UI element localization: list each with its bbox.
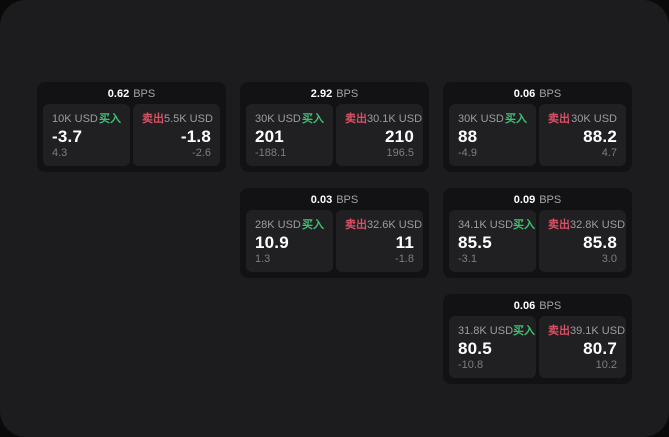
sell-price: 210	[385, 126, 414, 146]
buy-price: -3.7	[52, 126, 83, 146]
sell-sub-value: 4.7	[601, 147, 617, 159]
buy-price: 201	[255, 126, 284, 146]
sell-notional: 39.1K USD	[570, 325, 626, 337]
sell-notional: 30.1K USD	[367, 113, 423, 125]
bps-value: 0.62	[107, 88, 130, 100]
bps-header: 0.06 BPS	[449, 86, 626, 102]
quote-card: 0.03 BPS 28K USD 买入 10.9 1.3 卖出	[240, 188, 429, 278]
buy-sell-panels: 10K USD 买入 -3.7 4.3 卖出 5.5K USD -1.8 -2.…	[43, 104, 220, 166]
bps-header: 0.06 BPS	[449, 298, 626, 314]
sell-sub-value: 3.0	[601, 253, 617, 265]
bps-header: 0.03 BPS	[246, 192, 423, 208]
sell-price: 11	[395, 232, 414, 252]
sell-price: -1.8	[180, 126, 211, 146]
buy-tag[interactable]: 买入	[505, 113, 527, 125]
sell-panel[interactable]: 卖出 32.8K USD 85.8 3.0	[539, 210, 626, 272]
bps-value: 2.92	[310, 88, 333, 100]
buy-price: 88	[458, 126, 478, 146]
sell-panel[interactable]: 卖出 5.5K USD -1.8 -2.6	[133, 104, 220, 166]
bps-header: 2.92 BPS	[246, 86, 423, 102]
buy-sub-value: 1.3	[255, 253, 271, 265]
buy-sub-value: -3.1	[458, 253, 477, 265]
buy-tag[interactable]: 买入	[513, 219, 536, 231]
buy-sell-panels: 34.1K USD 买入 85.5 -3.1 卖出 32.8K USD 85.8…	[449, 210, 626, 272]
buy-notional: 10K USD	[52, 113, 98, 125]
buy-sell-panels: 30K USD 买入 88 -4.9 卖出 30K USD 88.2 4.7	[449, 104, 626, 166]
buy-sell-panels: 28K USD 买入 10.9 1.3 卖出 32.6K USD 11 -1.8	[246, 210, 423, 272]
bps-unit-label: BPS	[539, 194, 562, 206]
sell-tag[interactable]: 卖出	[345, 113, 367, 125]
buy-panel[interactable]: 31.8K USD 买入 80.5 -10.8	[449, 316, 536, 378]
buy-notional: 30K USD	[255, 113, 301, 125]
sell-sub-value: -2.6	[192, 147, 211, 159]
buy-sub-value: -10.8	[458, 359, 484, 371]
bps-header: 0.09 BPS	[449, 192, 626, 208]
sell-tag[interactable]: 卖出	[548, 113, 570, 125]
sell-panel[interactable]: 卖出 39.1K USD 80.7 10.2	[539, 316, 626, 378]
buy-notional: 34.1K USD	[458, 219, 514, 231]
bps-value: 0.06	[513, 88, 536, 100]
bps-value: 0.06	[513, 300, 536, 312]
sell-panel[interactable]: 卖出 32.6K USD 11 -1.8	[336, 210, 423, 272]
buy-panel[interactable]: 34.1K USD 买入 85.5 -3.1	[449, 210, 536, 272]
buy-price: 80.5	[458, 338, 492, 358]
sell-sub-value: -1.8	[395, 253, 414, 265]
bps-unit-label: BPS	[539, 300, 562, 312]
bps-header: 0.62 BPS	[43, 86, 220, 102]
sell-notional: 32.6K USD	[367, 219, 423, 231]
bps-unit-label: BPS	[133, 88, 156, 100]
quote-card: 0.06 BPS 31.8K USD 买入 80.5 -10.8 卖出	[443, 294, 632, 384]
quote-card: 0.62 BPS 10K USD 买入 -3.7 4.3 卖出	[37, 82, 226, 172]
sell-price: 88.2	[583, 126, 617, 146]
buy-tag[interactable]: 买入	[513, 325, 536, 337]
buy-panel[interactable]: 10K USD 买入 -3.7 4.3	[43, 104, 130, 166]
sell-notional: 32.8K USD	[570, 219, 626, 231]
buy-tag[interactable]: 买入	[302, 113, 324, 125]
buy-sub-value: -188.1	[255, 147, 287, 159]
buy-sell-panels: 31.8K USD 买入 80.5 -10.8 卖出 39.1K USD 80.…	[449, 316, 626, 378]
quote-card-grid: 0.62 BPS 10K USD 买入 -3.7 4.3 卖出	[37, 82, 632, 384]
buy-sell-panels: 30K USD 买入 201 -188.1 卖出 30.1K USD 210 1…	[246, 104, 423, 166]
buy-notional: 30K USD	[458, 113, 504, 125]
sell-sub-value: 196.5	[386, 147, 414, 159]
buy-panel[interactable]: 30K USD 买入 201 -188.1	[246, 104, 333, 166]
sell-tag[interactable]: 卖出	[548, 325, 570, 337]
bps-unit-label: BPS	[539, 88, 562, 100]
bps-unit-label: BPS	[336, 194, 359, 206]
sell-panel[interactable]: 卖出 30K USD 88.2 4.7	[539, 104, 626, 166]
buy-sub-value: 4.3	[52, 147, 68, 159]
bps-value: 0.09	[513, 194, 536, 206]
quote-card: 0.06 BPS 30K USD 买入 88 -4.9 卖出	[443, 82, 632, 172]
buy-notional: 28K USD	[255, 219, 301, 231]
quote-card: 0.09 BPS 34.1K USD 买入 85.5 -3.1 卖出	[443, 188, 632, 278]
sell-notional: 5.5K USD	[164, 113, 213, 125]
sell-notional: 30K USD	[571, 113, 617, 125]
buy-price: 85.5	[458, 232, 492, 252]
sell-sub-value: 10.2	[595, 359, 617, 371]
buy-notional: 31.8K USD	[458, 325, 514, 337]
buy-tag[interactable]: 买入	[302, 219, 324, 231]
buy-tag[interactable]: 买入	[99, 113, 121, 125]
quote-card: 2.92 BPS 30K USD 买入 201 -188.1 卖出	[240, 82, 429, 172]
sell-price: 85.8	[583, 232, 617, 252]
buy-panel[interactable]: 30K USD 买入 88 -4.9	[449, 104, 536, 166]
sell-tag[interactable]: 卖出	[142, 113, 164, 125]
sell-tag[interactable]: 卖出	[345, 219, 367, 231]
sell-tag[interactable]: 卖出	[548, 219, 570, 231]
buy-price: 10.9	[255, 232, 289, 252]
buy-panel[interactable]: 28K USD 买入 10.9 1.3	[246, 210, 333, 272]
buy-sub-value: -4.9	[458, 147, 477, 159]
sell-panel[interactable]: 卖出 30.1K USD 210 196.5	[336, 104, 423, 166]
bps-unit-label: BPS	[336, 88, 359, 100]
bps-value: 0.03	[310, 194, 333, 206]
sell-price: 80.7	[583, 338, 617, 358]
